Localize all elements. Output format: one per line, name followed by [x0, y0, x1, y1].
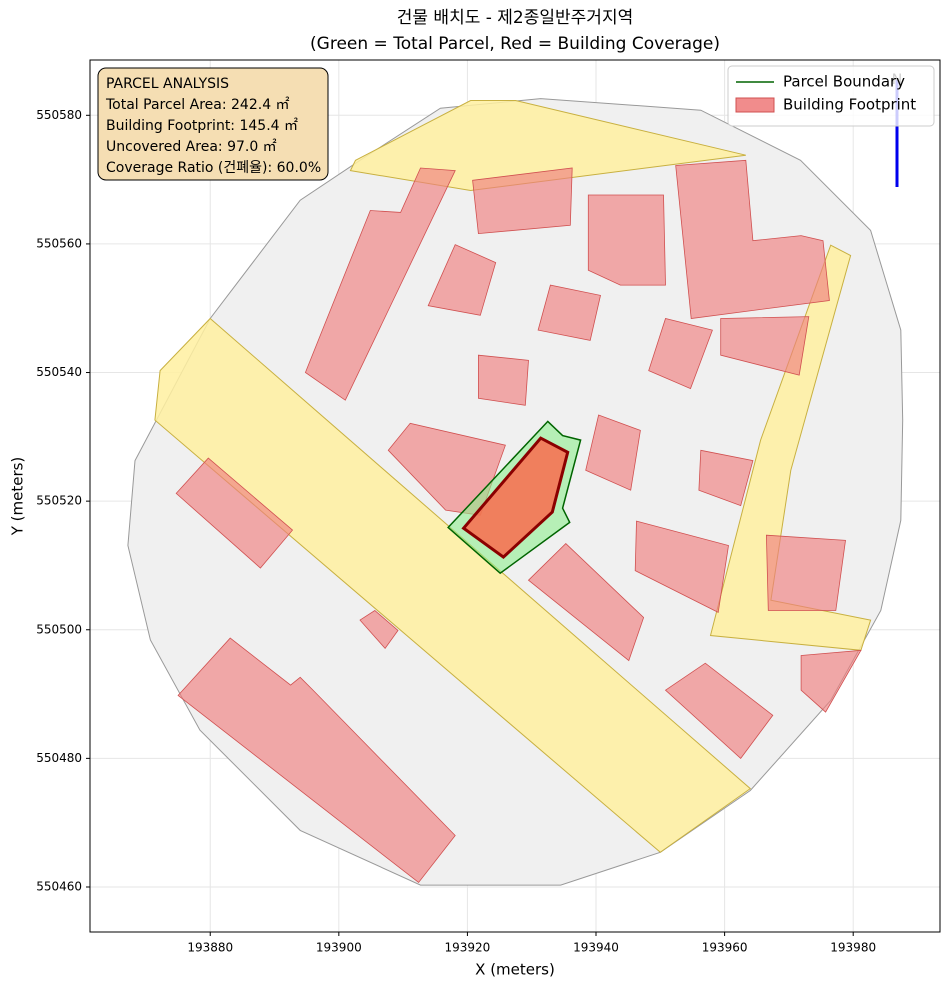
x-tick-label: 193900 — [316, 941, 362, 955]
building — [527, 543, 645, 662]
chart-title: 건물 배치도 - 제2종일반주거지역 — [397, 8, 633, 28]
building — [648, 318, 713, 390]
map-layers — [127, 98, 904, 886]
annotation-line: Building Footprint: 145.4 ㎡ — [106, 118, 298, 134]
annotation-line: Coverage Ratio (건폐율): 60.0% — [106, 160, 321, 176]
building — [675, 159, 830, 319]
road — [709, 244, 872, 651]
annotation-box — [97, 67, 329, 181]
building — [634, 520, 729, 614]
building-footprint — [461, 436, 570, 560]
building — [585, 414, 641, 491]
building — [177, 637, 456, 884]
building — [664, 662, 774, 759]
overlay: 193880 193900 193920 193940 193960 193980 5504… — [36, 65, 935, 955]
building — [478, 354, 529, 406]
building — [587, 194, 666, 286]
building — [698, 449, 754, 507]
building — [765, 534, 846, 611]
y-tick-label: 550500 — [36, 622, 82, 636]
annotation-line: Uncovered Area: 97.0 ㎡ — [106, 139, 277, 155]
building — [359, 610, 399, 650]
annotation-line: Total Parcel Area: 242.4 ㎡ — [105, 97, 290, 113]
annotation-line: PARCEL ANALYSIS — [106, 76, 229, 92]
legend-label: Building Footprint — [783, 96, 916, 114]
x-tick-label: 193920 — [445, 941, 491, 955]
building — [175, 457, 294, 569]
road — [154, 317, 752, 853]
x-tick-label: 193940 — [573, 941, 619, 955]
x-tick-label: 193880 — [187, 941, 233, 955]
road — [349, 100, 746, 192]
x-tick-label: 193980 — [830, 941, 876, 955]
legend-swatch — [735, 97, 775, 113]
x-axis-label: X (meters) — [475, 961, 555, 979]
building — [537, 284, 601, 341]
y-tick-label: 550580 — [36, 108, 82, 122]
building — [800, 649, 862, 713]
plot-frame — [89, 59, 941, 933]
y-tick-label: 550480 — [36, 751, 82, 765]
y-axis-label: Y (meters) — [9, 457, 27, 537]
legend-label: Parcel Boundary — [783, 73, 905, 91]
building — [427, 244, 497, 316]
building — [472, 167, 573, 235]
y-tick-label: 550540 — [36, 365, 82, 379]
legend-box — [727, 65, 935, 127]
y-tick-label: 550520 — [36, 494, 82, 508]
x-tick-label: 193960 — [702, 941, 748, 955]
building — [304, 167, 456, 401]
chart-subtitle: (Green = Total Parcel, Red = Building Co… — [310, 34, 720, 54]
building — [720, 316, 810, 376]
y-tick-label: 550460 — [36, 879, 82, 893]
y-tick-label: 550560 — [36, 236, 82, 250]
